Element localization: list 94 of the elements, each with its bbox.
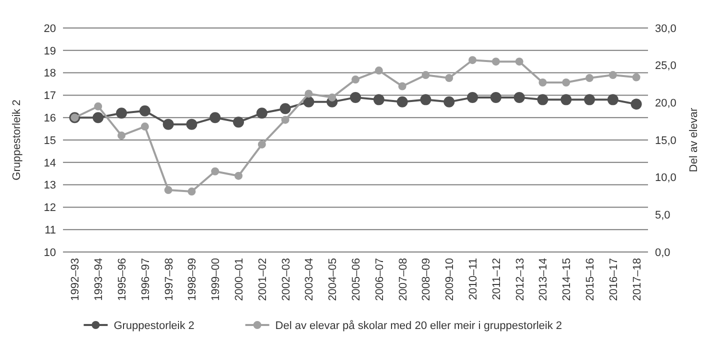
point (303, 96, 314, 108)
point (256, 108, 268, 119)
y2-tick-label: 5,0 (655, 210, 670, 222)
point (490, 92, 502, 103)
point (584, 94, 595, 106)
x-tick-label: 1999–00 (210, 258, 222, 301)
point (94, 102, 102, 110)
x-tick-label: 1997–98 (163, 258, 176, 301)
y2-tick-label: 15,0 (655, 134, 676, 147)
x-tick-label: 1992–93 (70, 258, 82, 301)
x-tick-label: 2014–15 (561, 258, 574, 301)
x-tick-label: 1995–96 (116, 258, 128, 301)
x-tick-label: 2000–01 (234, 258, 246, 301)
point (538, 78, 547, 87)
x-tick-label: 2017–18 (631, 258, 644, 301)
legend-label: Gruppestorleik 2 (114, 320, 194, 332)
x-tick-label: 2005–06 (350, 258, 362, 301)
point (560, 94, 572, 106)
point (630, 98, 642, 110)
x-tick-label: 2016–17 (608, 258, 620, 301)
point (280, 103, 291, 114)
x-tick-label: 2013–14 (538, 258, 550, 301)
point (281, 116, 290, 124)
y2-axis-title: Del av elevar (688, 108, 700, 172)
x-tick-label: 2009–10 (444, 258, 456, 301)
point (374, 66, 383, 75)
x-tick-label: 2008–09 (420, 258, 433, 301)
point (304, 90, 313, 98)
y2-tick-label: 0,0 (655, 246, 670, 259)
y2-tick-label: 20,0 (655, 98, 676, 110)
point (258, 140, 266, 148)
x-tick-label: 2011–12 (490, 258, 503, 300)
y-tick-label: 16 (44, 112, 56, 124)
point (211, 167, 220, 176)
point (118, 132, 126, 140)
x-tick-label: 2003–04 (304, 258, 316, 301)
point (92, 112, 104, 124)
y-tick-label: 14 (44, 157, 56, 170)
point (116, 108, 127, 119)
point (186, 118, 198, 130)
point (586, 74, 594, 82)
point (162, 118, 174, 130)
y-tick-label: 19 (44, 45, 56, 58)
point (210, 112, 221, 124)
y-tick-label: 15 (44, 134, 56, 147)
point (515, 58, 524, 66)
y-tick-label: 13 (44, 180, 56, 192)
point (352, 76, 360, 84)
x-tick-label: 1996–97 (140, 258, 152, 301)
y-axis-title: Gruppestorleik 2 (11, 100, 23, 180)
x-tick-label: 2012–13 (514, 258, 526, 301)
legend-label: Del av elevar på skolar med 20 eller meir i gruppestorleik 2 (275, 320, 562, 332)
point (188, 188, 196, 196)
y2-tick-label: 25,0 (655, 60, 676, 72)
point (233, 116, 244, 128)
point (608, 71, 617, 80)
point (140, 122, 149, 131)
point (420, 94, 432, 106)
x-tick-label: 2001–02 (256, 258, 269, 301)
x-tick-label: 2015–16 (584, 258, 596, 301)
x-tick-label: 2010–11 (468, 258, 480, 300)
x-tick-label: 2007–08 (397, 258, 410, 301)
point (492, 58, 500, 66)
point (537, 94, 548, 106)
point (632, 73, 640, 82)
point (398, 82, 406, 90)
y-tick-label: 18 (44, 68, 56, 80)
point (164, 186, 172, 194)
y-tick-label: 10 (44, 246, 56, 259)
y-tick-label: 12 (44, 202, 56, 214)
x-tick-label: 1993–94 (93, 258, 106, 301)
point (422, 71, 430, 80)
point (328, 93, 336, 102)
x-tick-label: 2006–07 (374, 258, 386, 301)
point (445, 74, 454, 82)
point (234, 172, 242, 180)
x-tick-label: 1998–99 (186, 258, 199, 301)
y-tick-label: 17 (44, 90, 56, 102)
y2-tick-label: 10,0 (655, 172, 676, 184)
y-tick-label: 11 (44, 224, 56, 236)
point (467, 92, 478, 103)
y2-tick-label: 30,0 (655, 22, 676, 35)
x-tick-label: 2002–03 (280, 258, 292, 301)
x-tick-label: 2004–05 (327, 258, 340, 301)
point (514, 92, 525, 103)
point (350, 92, 361, 103)
y-tick-label: 20 (44, 22, 56, 35)
point (562, 78, 570, 87)
point (373, 94, 384, 106)
point (607, 94, 618, 106)
point (139, 105, 150, 116)
point (396, 96, 408, 108)
point (444, 96, 455, 108)
point (468, 56, 476, 64)
